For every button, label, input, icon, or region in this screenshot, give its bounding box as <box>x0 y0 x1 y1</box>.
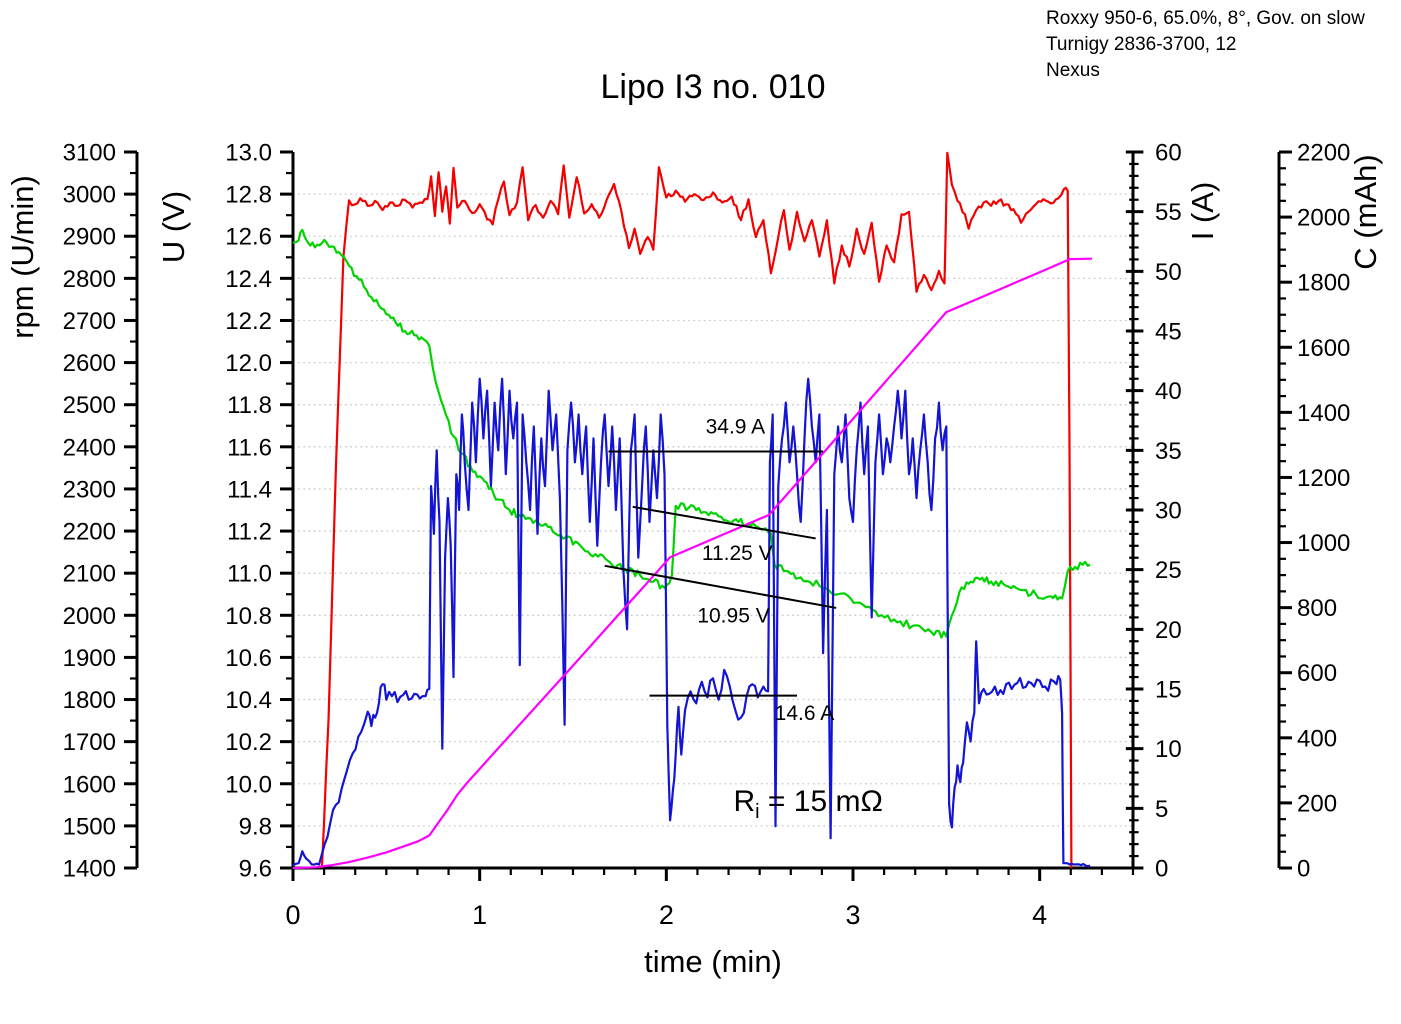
info-line-model: Nexus <box>1046 60 1100 81</box>
svg-text:11.8: 11.8 <box>227 392 272 419</box>
axis-rpm: 1400 1500 1600 1700 1800 1900 2000 2100 2200 2300… <box>5 140 139 883</box>
svg-text:2500: 2500 <box>63 392 116 419</box>
svg-text:1400: 1400 <box>1297 400 1350 427</box>
svg-text:10.8: 10.8 <box>225 603 272 630</box>
svg-text:9.8: 9.8 <box>239 813 272 840</box>
svg-text:2000: 2000 <box>63 603 116 630</box>
annotation-label-mean-current-high: 34.9 A <box>706 415 766 438</box>
svg-text:2000: 2000 <box>1297 205 1350 232</box>
svg-text:2400: 2400 <box>63 434 116 461</box>
svg-text:0: 0 <box>285 900 300 930</box>
axis-C: 0 200 400 600 800 1000 1200 1400 1600 1800 2000 220… <box>1277 140 1383 883</box>
annotation-internal-resistance: Ri = 15 mΩ <box>733 785 882 823</box>
gridlines <box>293 193 1133 827</box>
svg-text:11.2: 11.2 <box>227 519 272 546</box>
svg-text:0: 0 <box>1155 856 1168 883</box>
svg-text:1800: 1800 <box>63 687 116 714</box>
series-C <box>292 257 1092 870</box>
svg-text:1200: 1200 <box>1297 465 1350 492</box>
svg-text:3000: 3000 <box>63 182 116 209</box>
svg-text:2: 2 <box>659 900 674 930</box>
svg-text:1: 1 <box>472 900 487 930</box>
annotation-label-mean-voltage-idle: 11.25 V <box>702 542 773 565</box>
svg-text:4: 4 <box>1032 900 1047 930</box>
svg-text:600: 600 <box>1297 660 1337 687</box>
svg-text:5: 5 <box>1155 796 1168 823</box>
series-U <box>292 228 1091 639</box>
annotations: 34.9 A 11.25 V 10.95 V 14.6 A Ri = 15 mΩ <box>604 415 883 823</box>
svg-text:10: 10 <box>1155 736 1182 763</box>
svg-text:20: 20 <box>1155 617 1182 644</box>
svg-text:40: 40 <box>1155 378 1182 405</box>
svg-text:1700: 1700 <box>63 729 116 756</box>
svg-text:2900: 2900 <box>63 224 116 251</box>
svg-text:12.0: 12.0 <box>225 350 272 377</box>
series-I <box>292 377 1091 868</box>
axis-title-time: time (min) <box>644 944 782 979</box>
svg-text:10.0: 10.0 <box>225 771 272 798</box>
axis-title-C: C (mAh) <box>1348 154 1383 269</box>
svg-text:55: 55 <box>1155 199 1182 226</box>
svg-text:2800: 2800 <box>63 266 116 293</box>
svg-text:12.6: 12.6 <box>225 224 272 251</box>
svg-text:800: 800 <box>1297 595 1337 622</box>
annotation-line-mean-voltage-load <box>604 564 837 609</box>
svg-text:200: 200 <box>1297 790 1337 817</box>
svg-text:45: 45 <box>1155 319 1182 346</box>
svg-text:50: 50 <box>1155 259 1182 286</box>
axis-I: 0 5 10 15 20 25 30 35 40 45 50 55 60I (A) <box>1125 140 1220 883</box>
svg-text:10.4: 10.4 <box>225 687 272 714</box>
axis-title-rpm: rpm (U/min) <box>5 175 40 339</box>
svg-text:35: 35 <box>1155 438 1182 465</box>
annotation-label-mean-voltage-load: 10.95 V <box>697 604 769 627</box>
svg-text:2200: 2200 <box>63 519 116 546</box>
axis-U: 9.6 9.8 10.0 10.2 10.4 10.6 10.8 11.0 11.2 11.4 11… <box>156 140 295 883</box>
svg-text:25: 25 <box>1155 557 1182 584</box>
svg-text:12.2: 12.2 <box>225 308 272 335</box>
svg-text:1400: 1400 <box>63 856 116 883</box>
svg-text:11.6: 11.6 <box>227 434 272 461</box>
svg-text:9.6: 9.6 <box>239 856 272 883</box>
info-line-battery: Turnigy 2836-3700, 12 <box>1046 34 1237 55</box>
svg-text:10.2: 10.2 <box>225 729 272 756</box>
svg-text:60: 60 <box>1155 140 1182 167</box>
axis-title-U: U (V) <box>156 191 191 263</box>
svg-text:2600: 2600 <box>63 350 116 377</box>
svg-text:2200: 2200 <box>1297 140 1350 167</box>
svg-text:13.0: 13.0 <box>225 140 272 167</box>
svg-text:12.8: 12.8 <box>225 182 272 209</box>
setup-info-block: Roxxy 950-6, 65.0%, 8°, Gov. on slow Tur… <box>1046 6 1365 84</box>
axis-title-I: I (A) <box>1185 182 1220 241</box>
svg-text:400: 400 <box>1297 725 1337 752</box>
svg-text:2300: 2300 <box>63 476 116 503</box>
annotation-line-mean-voltage-idle <box>632 505 816 540</box>
series-rpm <box>320 151 1073 869</box>
svg-text:1500: 1500 <box>63 813 116 840</box>
svg-text:2700: 2700 <box>63 308 116 335</box>
svg-text:0: 0 <box>1297 856 1310 883</box>
svg-text:2100: 2100 <box>63 561 116 588</box>
svg-text:1600: 1600 <box>1297 335 1350 362</box>
svg-text:1000: 1000 <box>1297 530 1350 557</box>
svg-text:15: 15 <box>1155 677 1182 704</box>
svg-text:30: 30 <box>1155 498 1182 525</box>
svg-text:11.0: 11.0 <box>227 561 272 588</box>
axis-time: 0 1 2 3 4 time (min) <box>285 866 1135 979</box>
svg-text:11.4: 11.4 <box>227 476 272 503</box>
svg-text:1800: 1800 <box>1297 270 1350 297</box>
svg-text:3: 3 <box>845 900 860 930</box>
annotation-label-mean-current-low: 14.6 A <box>775 702 835 725</box>
info-line-motor: Roxxy 950-6, 65.0%, 8°, Gov. on slow <box>1046 8 1365 29</box>
svg-text:12.4: 12.4 <box>225 266 272 293</box>
svg-text:3100: 3100 <box>63 140 116 167</box>
page-title: Lipo I3 no. 010 <box>600 68 826 106</box>
svg-text:1600: 1600 <box>63 771 116 798</box>
svg-text:10.6: 10.6 <box>225 645 272 672</box>
svg-text:1900: 1900 <box>63 645 116 672</box>
